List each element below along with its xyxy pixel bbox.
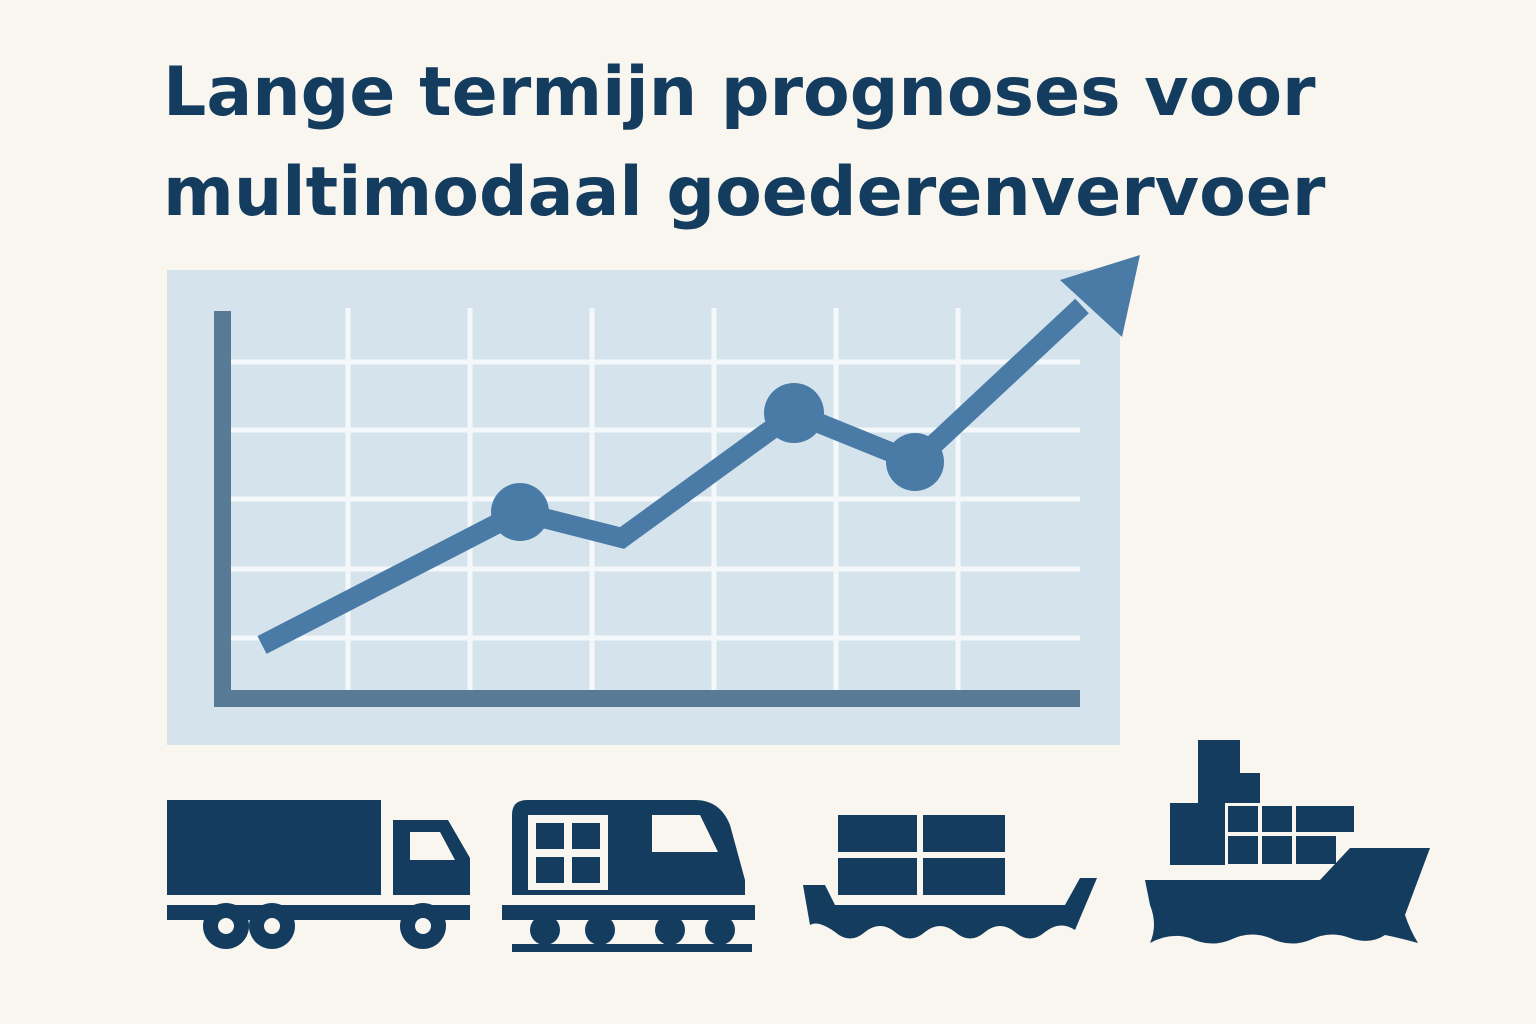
ship-icon-part xyxy=(1262,806,1292,832)
truck-icon xyxy=(167,800,470,949)
train-icon-part xyxy=(652,815,718,852)
ship-icon-part xyxy=(1262,836,1292,864)
train-icon-part xyxy=(572,857,600,883)
ship-icon-part xyxy=(1228,836,1258,864)
train-icon xyxy=(502,800,755,952)
truck-icon-part xyxy=(218,918,234,934)
arrow-head xyxy=(1060,255,1140,337)
chart-illustration xyxy=(167,255,1140,745)
trend-line xyxy=(257,298,1089,654)
ship-icon-part xyxy=(1296,836,1336,864)
x-axis xyxy=(214,690,1080,707)
train-icon-part xyxy=(536,857,564,883)
truck-icon-part xyxy=(167,800,381,895)
truck-icon-part xyxy=(264,918,280,934)
title-line: multimodaal goederenvervoer xyxy=(163,153,1326,232)
train-icon-part xyxy=(502,905,755,920)
ship-icon-part xyxy=(1296,806,1354,832)
ship-icon xyxy=(1145,740,1430,944)
point xyxy=(764,383,824,443)
truck-icon-part xyxy=(415,918,431,934)
train-icon-part xyxy=(530,915,560,945)
train-icon-part xyxy=(655,915,685,945)
title-line: Lange termijn prognoses voor xyxy=(163,53,1316,132)
train-icon-part xyxy=(585,915,615,945)
truck-icon-part xyxy=(410,832,455,860)
y-axis xyxy=(214,311,231,707)
ship-icon-part xyxy=(1198,773,1260,803)
chart-panel xyxy=(167,270,1120,745)
ship-icon-part xyxy=(1228,806,1258,832)
point xyxy=(491,483,549,541)
train-icon-part xyxy=(512,944,752,952)
ship-icon-part xyxy=(1170,803,1225,865)
point xyxy=(886,433,944,491)
barge-icon xyxy=(803,815,1097,939)
ship-icon-part xyxy=(1145,848,1430,944)
train-icon-part xyxy=(536,823,564,849)
train-icon-part xyxy=(572,823,600,849)
grid xyxy=(230,308,1080,690)
barge-icon-part xyxy=(803,878,1097,939)
train-icon-part xyxy=(705,915,735,945)
